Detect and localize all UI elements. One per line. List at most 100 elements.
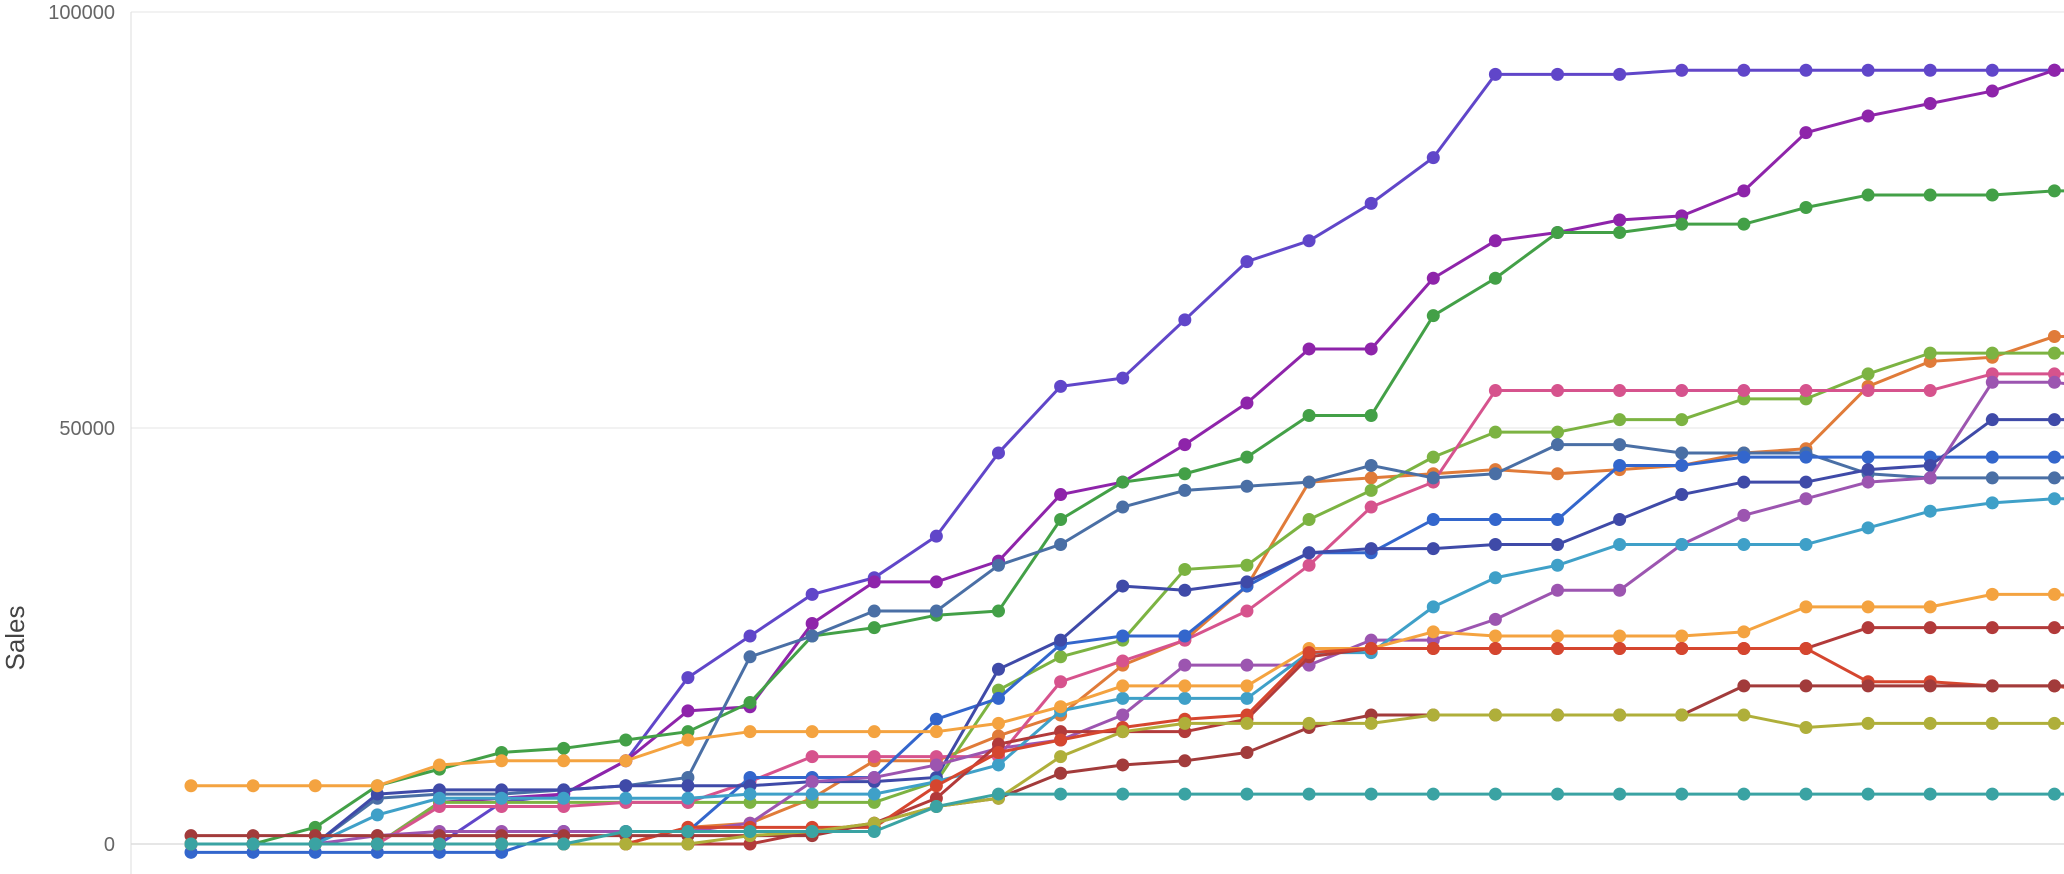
data-point[interactable] — [1364, 409, 1378, 423]
data-point[interactable] — [1799, 600, 1813, 614]
data-point[interactable] — [184, 779, 198, 793]
data-point[interactable] — [1613, 413, 1627, 427]
data-point[interactable] — [1923, 384, 1937, 398]
data-point[interactable] — [1861, 521, 1875, 535]
data-point[interactable] — [1240, 558, 1254, 572]
data-point[interactable] — [2047, 450, 2061, 464]
data-point[interactable] — [1426, 309, 1440, 323]
data-point[interactable] — [1985, 375, 1999, 389]
data-point[interactable] — [184, 837, 198, 851]
data-point[interactable] — [1488, 271, 1502, 285]
data-point[interactable] — [432, 758, 446, 772]
data-point[interactable] — [991, 446, 1005, 460]
data-point[interactable] — [1426, 471, 1440, 485]
data-point[interactable] — [619, 779, 633, 793]
data-point[interactable] — [1675, 629, 1689, 643]
data-point[interactable] — [929, 604, 943, 618]
data-point[interactable] — [1178, 691, 1192, 705]
data-point[interactable] — [2047, 492, 2061, 506]
data-point[interactable] — [1240, 745, 1254, 759]
data-point[interactable] — [1426, 151, 1440, 165]
data-point[interactable] — [1985, 716, 1999, 730]
data-point[interactable] — [1737, 787, 1751, 801]
data-point[interactable] — [1054, 488, 1068, 502]
data-point[interactable] — [1923, 471, 1937, 485]
data-point[interactable] — [681, 671, 695, 685]
data-point[interactable] — [805, 775, 819, 789]
data-point[interactable] — [1178, 562, 1192, 576]
data-point[interactable] — [2047, 621, 2061, 635]
data-point[interactable] — [929, 529, 943, 543]
data-point[interactable] — [1302, 716, 1316, 730]
data-point[interactable] — [1116, 500, 1130, 514]
data-point[interactable] — [1551, 438, 1565, 452]
data-point[interactable] — [1675, 446, 1689, 460]
data-point[interactable] — [370, 808, 384, 822]
data-point[interactable] — [929, 779, 943, 793]
data-point[interactable] — [1488, 787, 1502, 801]
data-point[interactable] — [867, 750, 881, 764]
data-point[interactable] — [991, 745, 1005, 759]
data-point[interactable] — [681, 733, 695, 747]
data-point[interactable] — [1551, 537, 1565, 551]
data-point[interactable] — [1364, 342, 1378, 356]
data-point[interactable] — [1551, 558, 1565, 572]
data-point[interactable] — [2047, 184, 2061, 198]
data-point[interactable] — [1613, 213, 1627, 227]
data-point[interactable] — [1985, 346, 1999, 360]
data-point[interactable] — [1923, 716, 1937, 730]
data-point[interactable] — [370, 779, 384, 793]
data-point[interactable] — [619, 791, 633, 805]
data-point[interactable] — [1551, 583, 1565, 597]
data-point[interactable] — [1116, 629, 1130, 643]
data-point[interactable] — [1675, 708, 1689, 722]
data-point[interactable] — [1054, 787, 1068, 801]
data-point[interactable] — [867, 575, 881, 589]
data-point[interactable] — [1613, 787, 1627, 801]
data-point[interactable] — [1737, 384, 1751, 398]
data-point[interactable] — [867, 787, 881, 801]
data-point[interactable] — [1426, 708, 1440, 722]
data-point[interactable] — [1551, 513, 1565, 527]
data-point[interactable] — [1302, 546, 1316, 560]
data-point[interactable] — [1923, 600, 1937, 614]
data-point[interactable] — [1116, 725, 1130, 739]
data-point[interactable] — [805, 725, 819, 739]
data-point[interactable] — [1985, 587, 1999, 601]
data-point[interactable] — [1178, 754, 1192, 768]
data-point[interactable] — [1613, 537, 1627, 551]
data-point[interactable] — [1488, 384, 1502, 398]
data-point[interactable] — [805, 587, 819, 601]
data-point[interactable] — [1985, 84, 1999, 98]
data-point[interactable] — [1923, 188, 1937, 202]
data-point[interactable] — [1364, 787, 1378, 801]
data-point[interactable] — [1613, 641, 1627, 655]
data-point[interactable] — [1985, 188, 1999, 202]
data-point[interactable] — [1985, 621, 1999, 635]
data-point[interactable] — [1178, 438, 1192, 452]
data-point[interactable] — [495, 837, 509, 851]
data-point[interactable] — [557, 837, 571, 851]
data-point[interactable] — [1923, 458, 1937, 472]
data-point[interactable] — [1488, 537, 1502, 551]
data-point[interactable] — [1799, 721, 1813, 735]
data-point[interactable] — [2047, 346, 2061, 360]
data-point[interactable] — [1116, 708, 1130, 722]
data-point[interactable] — [2047, 329, 2061, 343]
data-point[interactable] — [929, 758, 943, 772]
data-point[interactable] — [1675, 217, 1689, 231]
data-point[interactable] — [1240, 450, 1254, 464]
data-point[interactable] — [1861, 716, 1875, 730]
data-point[interactable] — [1426, 513, 1440, 527]
data-point[interactable] — [1923, 679, 1937, 693]
data-point[interactable] — [1737, 708, 1751, 722]
data-point[interactable] — [991, 716, 1005, 730]
data-point[interactable] — [1240, 658, 1254, 672]
data-point[interactable] — [1551, 467, 1565, 481]
data-point[interactable] — [1054, 513, 1068, 527]
data-point[interactable] — [1364, 196, 1378, 210]
data-point[interactable] — [1923, 787, 1937, 801]
data-point[interactable] — [1799, 537, 1813, 551]
data-point[interactable] — [308, 837, 322, 851]
data-point[interactable] — [246, 779, 260, 793]
